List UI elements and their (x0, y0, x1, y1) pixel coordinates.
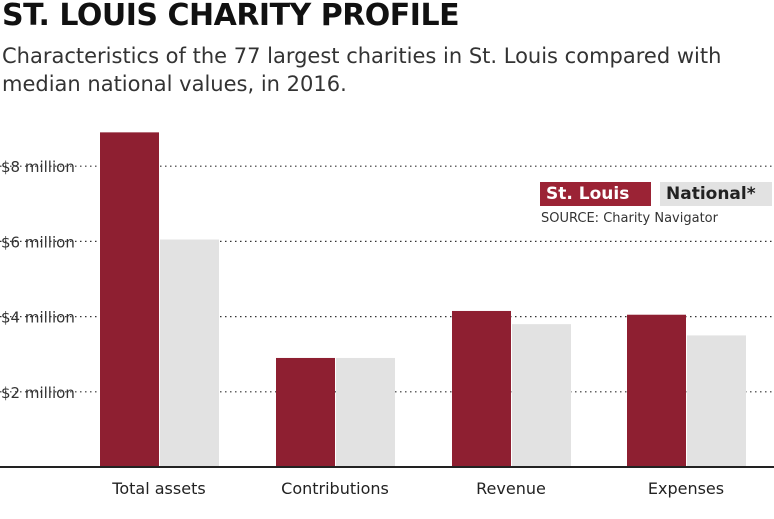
bar-national (336, 357, 395, 467)
bar-st-louis (100, 132, 159, 468)
legend-national-label: National* (666, 184, 756, 204)
source-note: SOURCE: Charity Navigator (541, 211, 718, 226)
chart-subtitle: Characteristics of the 77 largest charit… (2, 44, 722, 96)
chart-title: ST. LOUIS CHARITY PROFILE (2, 0, 460, 33)
bar-st-louis (452, 310, 511, 467)
y-tick-label: $8 million (1, 158, 75, 176)
bar-national (160, 239, 219, 467)
bar-st-louis (627, 314, 686, 467)
y-tick-label: $2 million (1, 384, 75, 402)
y-tick-label: $6 million (1, 233, 75, 251)
x-tick-label: Revenue (476, 479, 546, 498)
bar-national (687, 335, 746, 467)
legend-st-louis: St. Louis (540, 182, 651, 206)
legend-st-louis-label: St. Louis (546, 184, 630, 204)
x-tick-label: Total assets (111, 479, 205, 498)
x-tick-label: Contributions (281, 479, 389, 498)
y-tick-label: $4 million (1, 309, 75, 327)
x-tick-label: Expenses (648, 479, 724, 498)
bar-national (512, 324, 571, 467)
legend-national: National* (660, 182, 772, 206)
bar-st-louis (276, 357, 335, 467)
